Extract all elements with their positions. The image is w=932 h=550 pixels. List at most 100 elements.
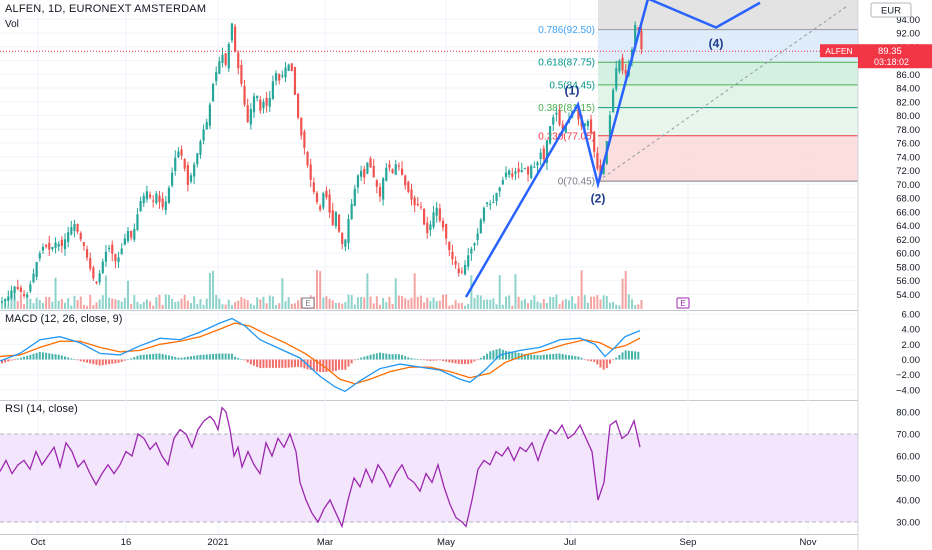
candle-body: [193, 164, 196, 177]
macd-histogram-bar: [505, 350, 507, 360]
volume-bar: [533, 295, 536, 309]
price-axis[interactable]: 54.00 56.00 58.00 60.00 62.00 64.00 66.00 68.00…: [820, 0, 932, 550]
macd-histogram-bar: [293, 359, 296, 368]
volume-bar: [142, 302, 145, 309]
chart-title[interactable]: ALFEN, 1D, EURONEXT AMSTERDAM: [5, 3, 207, 15]
volume-bar: [240, 297, 243, 309]
volume-bar: [158, 294, 161, 309]
macd-histogram-bar: [482, 355, 485, 360]
volume-bar: [631, 299, 633, 309]
macd-histogram-bar: [117, 359, 120, 363]
macd-histogram-bar: [312, 359, 315, 371]
volume-bar: [133, 295, 136, 309]
candle-body: [183, 159, 186, 169]
macd-histogram-bar: [442, 359, 444, 361]
volume-bar: [476, 295, 479, 309]
volume-bar: [634, 305, 637, 309]
volume-bar: [438, 300, 441, 309]
time-axis[interactable]: Oct 16 2021 Mar May Jul Sep Nov: [31, 537, 817, 548]
rsi-line: [0, 406, 641, 529]
candle-body: [388, 164, 391, 168]
volume-bar: [104, 275, 107, 309]
candle-body: [7, 296, 10, 301]
volume-bar: [470, 275, 473, 309]
volume-bar: [407, 299, 410, 309]
macd-histogram-bar: [95, 359, 98, 365]
wave-line: [464, 0, 761, 298]
macd-histogram-bar: [76, 359, 79, 361]
volume-bar: [325, 296, 328, 309]
price-tag: [858, 44, 932, 69]
macd-histogram-bar: [568, 355, 570, 360]
volume-bar: [92, 305, 95, 309]
volume-bar: [511, 305, 514, 309]
volume-bar: [379, 304, 381, 309]
volume-bar: [45, 296, 48, 309]
volume-bar: [580, 270, 583, 309]
fib-zone: [598, 107, 858, 136]
fib-zone: [598, 135, 858, 182]
volume-bar: [152, 305, 155, 309]
volume-bar: [19, 294, 22, 309]
fibonacci-retracement[interactable]: 0.786(92.50) 0.618(87.75) 0.5(84.45) 0.382(…: [538, 0, 858, 188]
macd-histogram-bar: [514, 352, 517, 360]
volume-bar: [161, 304, 164, 309]
candle-body: [98, 273, 101, 283]
candle-body: [549, 126, 552, 144]
volume-bar: [347, 294, 350, 309]
macd-histogram-bar: [344, 359, 347, 370]
rsi-title[interactable]: RSI (14, close): [5, 403, 78, 415]
fib-level-label: 0.236(77.05): [538, 131, 595, 142]
macd-histogram-bar: [615, 357, 618, 360]
price-tick-label: 84.00: [896, 84, 920, 95]
macd-histogram-bar: [388, 354, 391, 360]
volume-bar: [627, 294, 630, 309]
candle-body: [501, 180, 504, 185]
volume-bar: [16, 300, 19, 309]
macd-histogram-bar: [142, 354, 145, 360]
candle-body: [419, 206, 423, 208]
candle-body: [334, 212, 337, 227]
candle-body: [337, 214, 341, 232]
candle-body: [278, 73, 281, 81]
volume-bar: [555, 294, 558, 309]
candle-body: [167, 187, 171, 203]
macd-histogram-bar: [385, 353, 388, 360]
volume-bar: [29, 298, 32, 309]
macd-title[interactable]: MACD (12, 26, close, 9): [5, 313, 123, 325]
candle-body: [111, 244, 114, 254]
macd-histogram-bar: [230, 353, 233, 360]
volume-bar: [127, 280, 129, 309]
volume-bar: [486, 299, 489, 309]
macd-tick-label: −4.00: [896, 385, 920, 396]
macd-histogram-bar: [464, 359, 467, 365]
volume-bar: [442, 294, 444, 309]
macd-histogram-bar: [401, 354, 404, 360]
rsi-tick-label: 60.00: [896, 452, 920, 463]
macd-histogram-bar: [271, 359, 274, 368]
volume-bar: [67, 298, 70, 309]
volume-bar: [319, 271, 322, 309]
macd-histogram-bar: [145, 354, 148, 360]
macd-histogram-bar: [517, 352, 520, 360]
candle-body: [262, 101, 265, 109]
elliott-wave-drawing[interactable]: (1) (2) (4): [464, 0, 761, 298]
macd-histogram-bar: [397, 354, 400, 360]
macd-histogram-bar: [101, 359, 104, 366]
macd-histogram-bar: [224, 353, 227, 360]
candle-body: [274, 72, 278, 81]
volume-bar: [536, 301, 539, 309]
volume-bar: [297, 300, 300, 309]
volume-bar: [549, 296, 552, 309]
macd-pane[interactable]: [0, 317, 641, 393]
candle-body: [467, 255, 470, 267]
macd-histogram-bar: [338, 359, 341, 370]
rsi-pane[interactable]: [0, 406, 858, 529]
price-tick-label: 92.00: [896, 29, 920, 40]
macd-histogram-bar: [564, 354, 567, 360]
volume-bar: [608, 302, 611, 309]
candle-body: [319, 206, 322, 210]
candle-body: [530, 165, 533, 179]
